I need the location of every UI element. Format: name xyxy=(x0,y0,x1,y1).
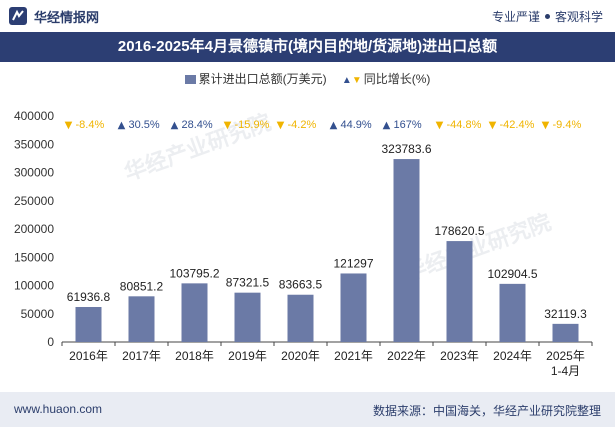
footer-source: 数据来源：中国海关，华经产业研究院整理 xyxy=(372,404,601,418)
bar xyxy=(128,296,155,342)
legend-bar-item: 累计进出口总额(万美元) xyxy=(184,72,327,86)
y-tick-label: 400000 xyxy=(14,109,54,123)
y-tick-label: 0 xyxy=(47,335,54,349)
header-bar: 华经情报网 专业严谨 客观科学 xyxy=(0,0,615,32)
legend-bar-swatch xyxy=(184,75,196,85)
category-label: 2018年 xyxy=(175,349,214,363)
y-tick-label: 350000 xyxy=(14,137,54,151)
legend: 累计进出口总额(万美元) ▲▼ 同比增长(%) xyxy=(0,70,615,87)
bar xyxy=(393,159,420,342)
footer-website: www.huaon.com xyxy=(14,402,103,416)
value-label: 103795.2 xyxy=(169,266,219,280)
value-label: 87321.5 xyxy=(226,276,270,290)
y-tick-label: 50000 xyxy=(21,307,55,321)
growth-down-icon: ▼ xyxy=(542,120,550,131)
growth-label: 28.4% xyxy=(182,119,213,131)
growth-up-icon: ▲ xyxy=(171,120,179,131)
slogan-dot-icon xyxy=(544,14,550,20)
triangle-up-icon: ▲ xyxy=(341,75,352,86)
value-label: 121297 xyxy=(333,256,373,270)
category-label: 2017年 xyxy=(122,349,161,363)
y-tick-label: 300000 xyxy=(14,166,54,180)
bar xyxy=(287,294,314,342)
y-tick-label: 100000 xyxy=(14,279,54,293)
category-label: 2021年 xyxy=(334,349,373,363)
growth-up-icon: ▲ xyxy=(118,120,126,131)
growth-down-icon: ▼ xyxy=(65,120,73,131)
value-label: 61936.8 xyxy=(67,290,111,304)
growth-label: -15.9% xyxy=(235,119,270,131)
bar xyxy=(181,283,208,342)
category-label: 2025年 xyxy=(546,349,585,363)
growth-label: 44.9% xyxy=(341,119,372,131)
value-label: 323783.6 xyxy=(381,142,431,156)
bar xyxy=(340,273,367,342)
brand-name: 华经情报网 xyxy=(34,9,100,25)
category-label: 2022年 xyxy=(387,349,426,363)
value-label: 178620.5 xyxy=(434,224,484,238)
growth-label: 30.5% xyxy=(129,119,160,131)
value-label: 102904.5 xyxy=(487,267,537,281)
bar xyxy=(234,292,261,342)
category-label: 2016年 xyxy=(69,349,108,363)
chart-title: 2016-2025年4月景德镇市(境内目的地/货源地)进出口总额 xyxy=(117,38,498,55)
growth-down-icon: ▼ xyxy=(436,120,444,131)
brand: 华经情报网 xyxy=(8,6,99,26)
brand-logo-icon xyxy=(9,7,27,25)
growth-label: -8.4% xyxy=(76,119,105,131)
growth-up-icon: ▲ xyxy=(383,120,391,131)
growth-label: -4.2% xyxy=(288,119,317,131)
footer: www.huaon.com 数据来源：中国海关，华经产业研究院整理 xyxy=(0,392,615,427)
slogan-right: 客观科学 xyxy=(554,10,603,24)
growth-down-icon: ▼ xyxy=(224,120,232,131)
legend-line-label: 同比增长(%) xyxy=(363,72,431,86)
growth-label: -42.4% xyxy=(500,119,535,131)
growth-down-icon: ▼ xyxy=(489,120,497,131)
growth-up-icon: ▲ xyxy=(330,120,338,131)
bar xyxy=(552,323,579,342)
slogan: 专业严谨 客观科学 xyxy=(492,8,603,25)
category-label: 2019年 xyxy=(228,349,267,363)
category-label: 2020年 xyxy=(281,349,320,363)
bar xyxy=(446,241,473,342)
y-tick-label: 250000 xyxy=(14,194,54,208)
y-tick-label: 200000 xyxy=(14,222,54,236)
category-label: 2023年 xyxy=(440,349,479,363)
legend-bar-label: 累计进出口总额(万美元) xyxy=(198,72,327,86)
value-label: 32119.3 xyxy=(544,307,587,321)
value-label: 83663.5 xyxy=(279,278,323,292)
growth-label: -44.8% xyxy=(447,119,482,131)
triangle-down-icon: ▼ xyxy=(351,75,362,86)
y-tick-label: 150000 xyxy=(14,250,54,264)
growth-down-icon: ▼ xyxy=(277,120,285,131)
legend-line-item: ▲▼ 同比增长(%) xyxy=(342,72,430,86)
category-label: 2024年 xyxy=(493,349,532,363)
growth-label: 167% xyxy=(394,119,422,131)
slogan-left: 专业严谨 xyxy=(491,10,540,24)
bar xyxy=(499,283,526,342)
category-label: 1-4月 xyxy=(551,364,580,378)
growth-label: -9.4% xyxy=(553,119,582,131)
title-bar: 2016-2025年4月景德镇市(境内目的地/货源地)进出口总额 xyxy=(0,32,615,62)
value-label: 80851.2 xyxy=(120,279,164,293)
bar xyxy=(75,307,102,342)
bar-chart: 0 50000 100000 150000 200000 250000 300000 3500… xyxy=(14,109,593,378)
